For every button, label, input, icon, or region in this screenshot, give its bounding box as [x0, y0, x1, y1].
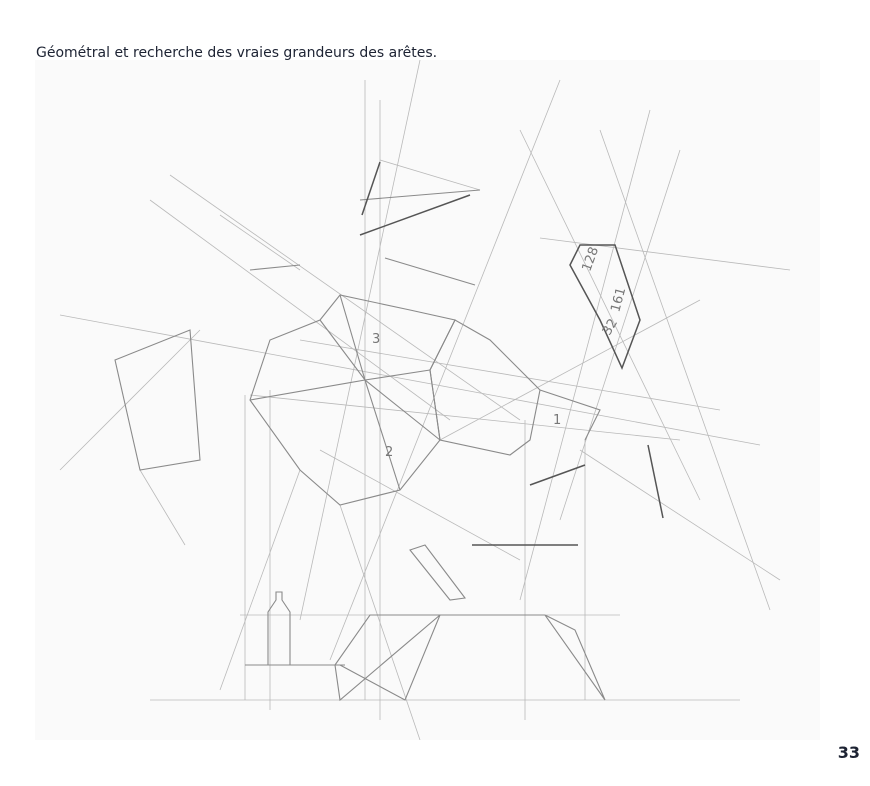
sketch-label: 32 — [600, 316, 621, 338]
caption: Géométral et recherche des vraies grande… — [36, 45, 438, 61]
page-number: 33 — [837, 743, 860, 762]
construction-lines — [59, 59, 791, 740]
sketch-label: 161 — [608, 286, 629, 314]
sketch-label: 3 — [372, 332, 380, 347]
paper — [35, 60, 820, 740]
sketch: 3 2 1 128 161 32 — [35, 59, 820, 740]
sketch-label: 2 — [385, 445, 393, 460]
true-lengths — [359, 161, 664, 546]
sketch-label: 1 — [553, 413, 561, 428]
geometral — [114, 189, 606, 702]
